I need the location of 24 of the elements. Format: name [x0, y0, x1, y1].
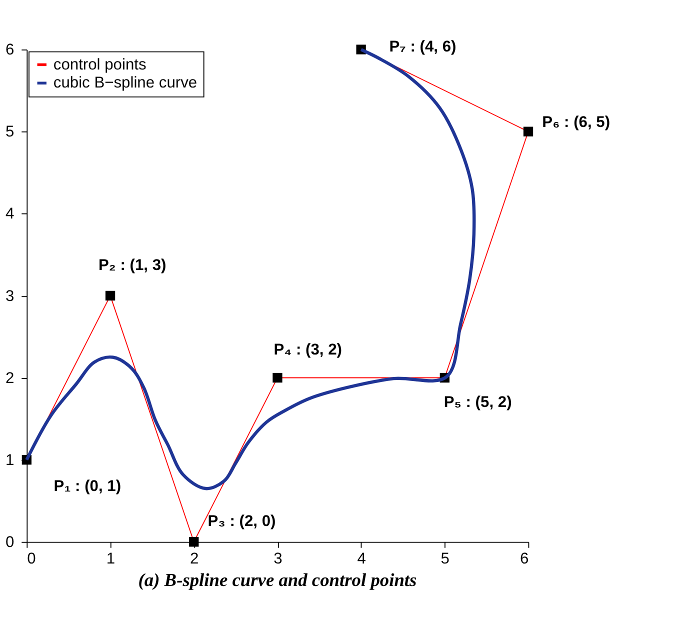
y-tick-label: 1: [6, 452, 14, 469]
legend-label: cubic B−spline curve: [53, 74, 198, 92]
annotation: P₁ : (0, 1): [54, 478, 122, 496]
legend-label: control points: [53, 56, 146, 74]
y-tick-label: 4: [6, 206, 15, 223]
x-tick-label: 0: [27, 550, 36, 568]
x-tick-label: 4: [357, 550, 366, 568]
annotation: P₇ : (4, 6): [389, 38, 456, 56]
x-tick-label: 1: [106, 550, 116, 568]
annotation: P₂ : (1, 3): [98, 256, 166, 274]
annotation: P₃ : (2, 0): [208, 513, 276, 530]
x-tick-label: 5: [440, 550, 450, 568]
annotation: P₄ : (3, 2): [274, 342, 342, 359]
annotation: P₅ : (5, 2): [444, 394, 512, 412]
y-tick-label: 3: [6, 288, 14, 305]
text: (a) B-spline curve and control points: [138, 570, 417, 590]
y-tick-label: 6: [6, 42, 14, 59]
annotation: P₆ : (6, 5): [542, 114, 610, 131]
x-tick-label: 2: [190, 550, 199, 568]
x-tick-label: 3: [274, 550, 282, 568]
y-tick-label: 5: [6, 124, 15, 141]
y-tick-label: 2: [6, 370, 14, 387]
y-tick-label: 0: [6, 534, 15, 551]
x-tick-label: 6: [520, 550, 529, 568]
